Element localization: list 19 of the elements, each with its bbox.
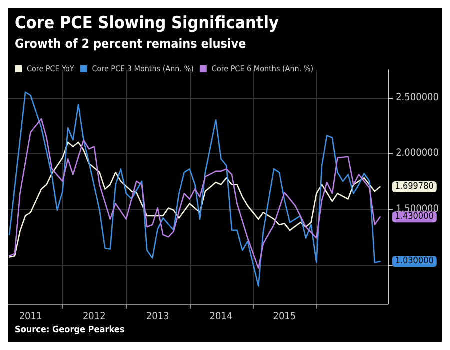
line-series — [8, 92, 381, 287]
legend-label: Core PCE YoY — [27, 64, 75, 74]
x-tick-label: 2011 — [19, 312, 42, 322]
x-tick-label: 2015 — [273, 312, 296, 322]
x-tick-label: 2014 — [210, 312, 233, 322]
line-series — [8, 118, 381, 269]
line-series — [8, 142, 381, 258]
y-tick-label: 2.500000 — [396, 92, 440, 104]
source-note: Source: George Pearkes — [15, 326, 125, 336]
y-tick-label: 2.000000 — [396, 148, 440, 160]
legend-label: Core PCE 3 Months (Ann. %) — [92, 64, 194, 74]
chart-title: Core PCE Slowing Significantly — [15, 14, 279, 34]
data-label: 1.030000 — [395, 256, 434, 267]
x-tick-label: 2013 — [146, 312, 170, 322]
legend-label: Core PCE 6 Months (Ann. %) — [212, 64, 314, 74]
data-label: 1.699780 — [395, 182, 434, 192]
data-label: 1.430000 — [395, 212, 434, 222]
x-tick-label: 2012 — [82, 312, 106, 322]
chart-subtitle: Growth of 2 percent remains elusive — [15, 36, 247, 51]
